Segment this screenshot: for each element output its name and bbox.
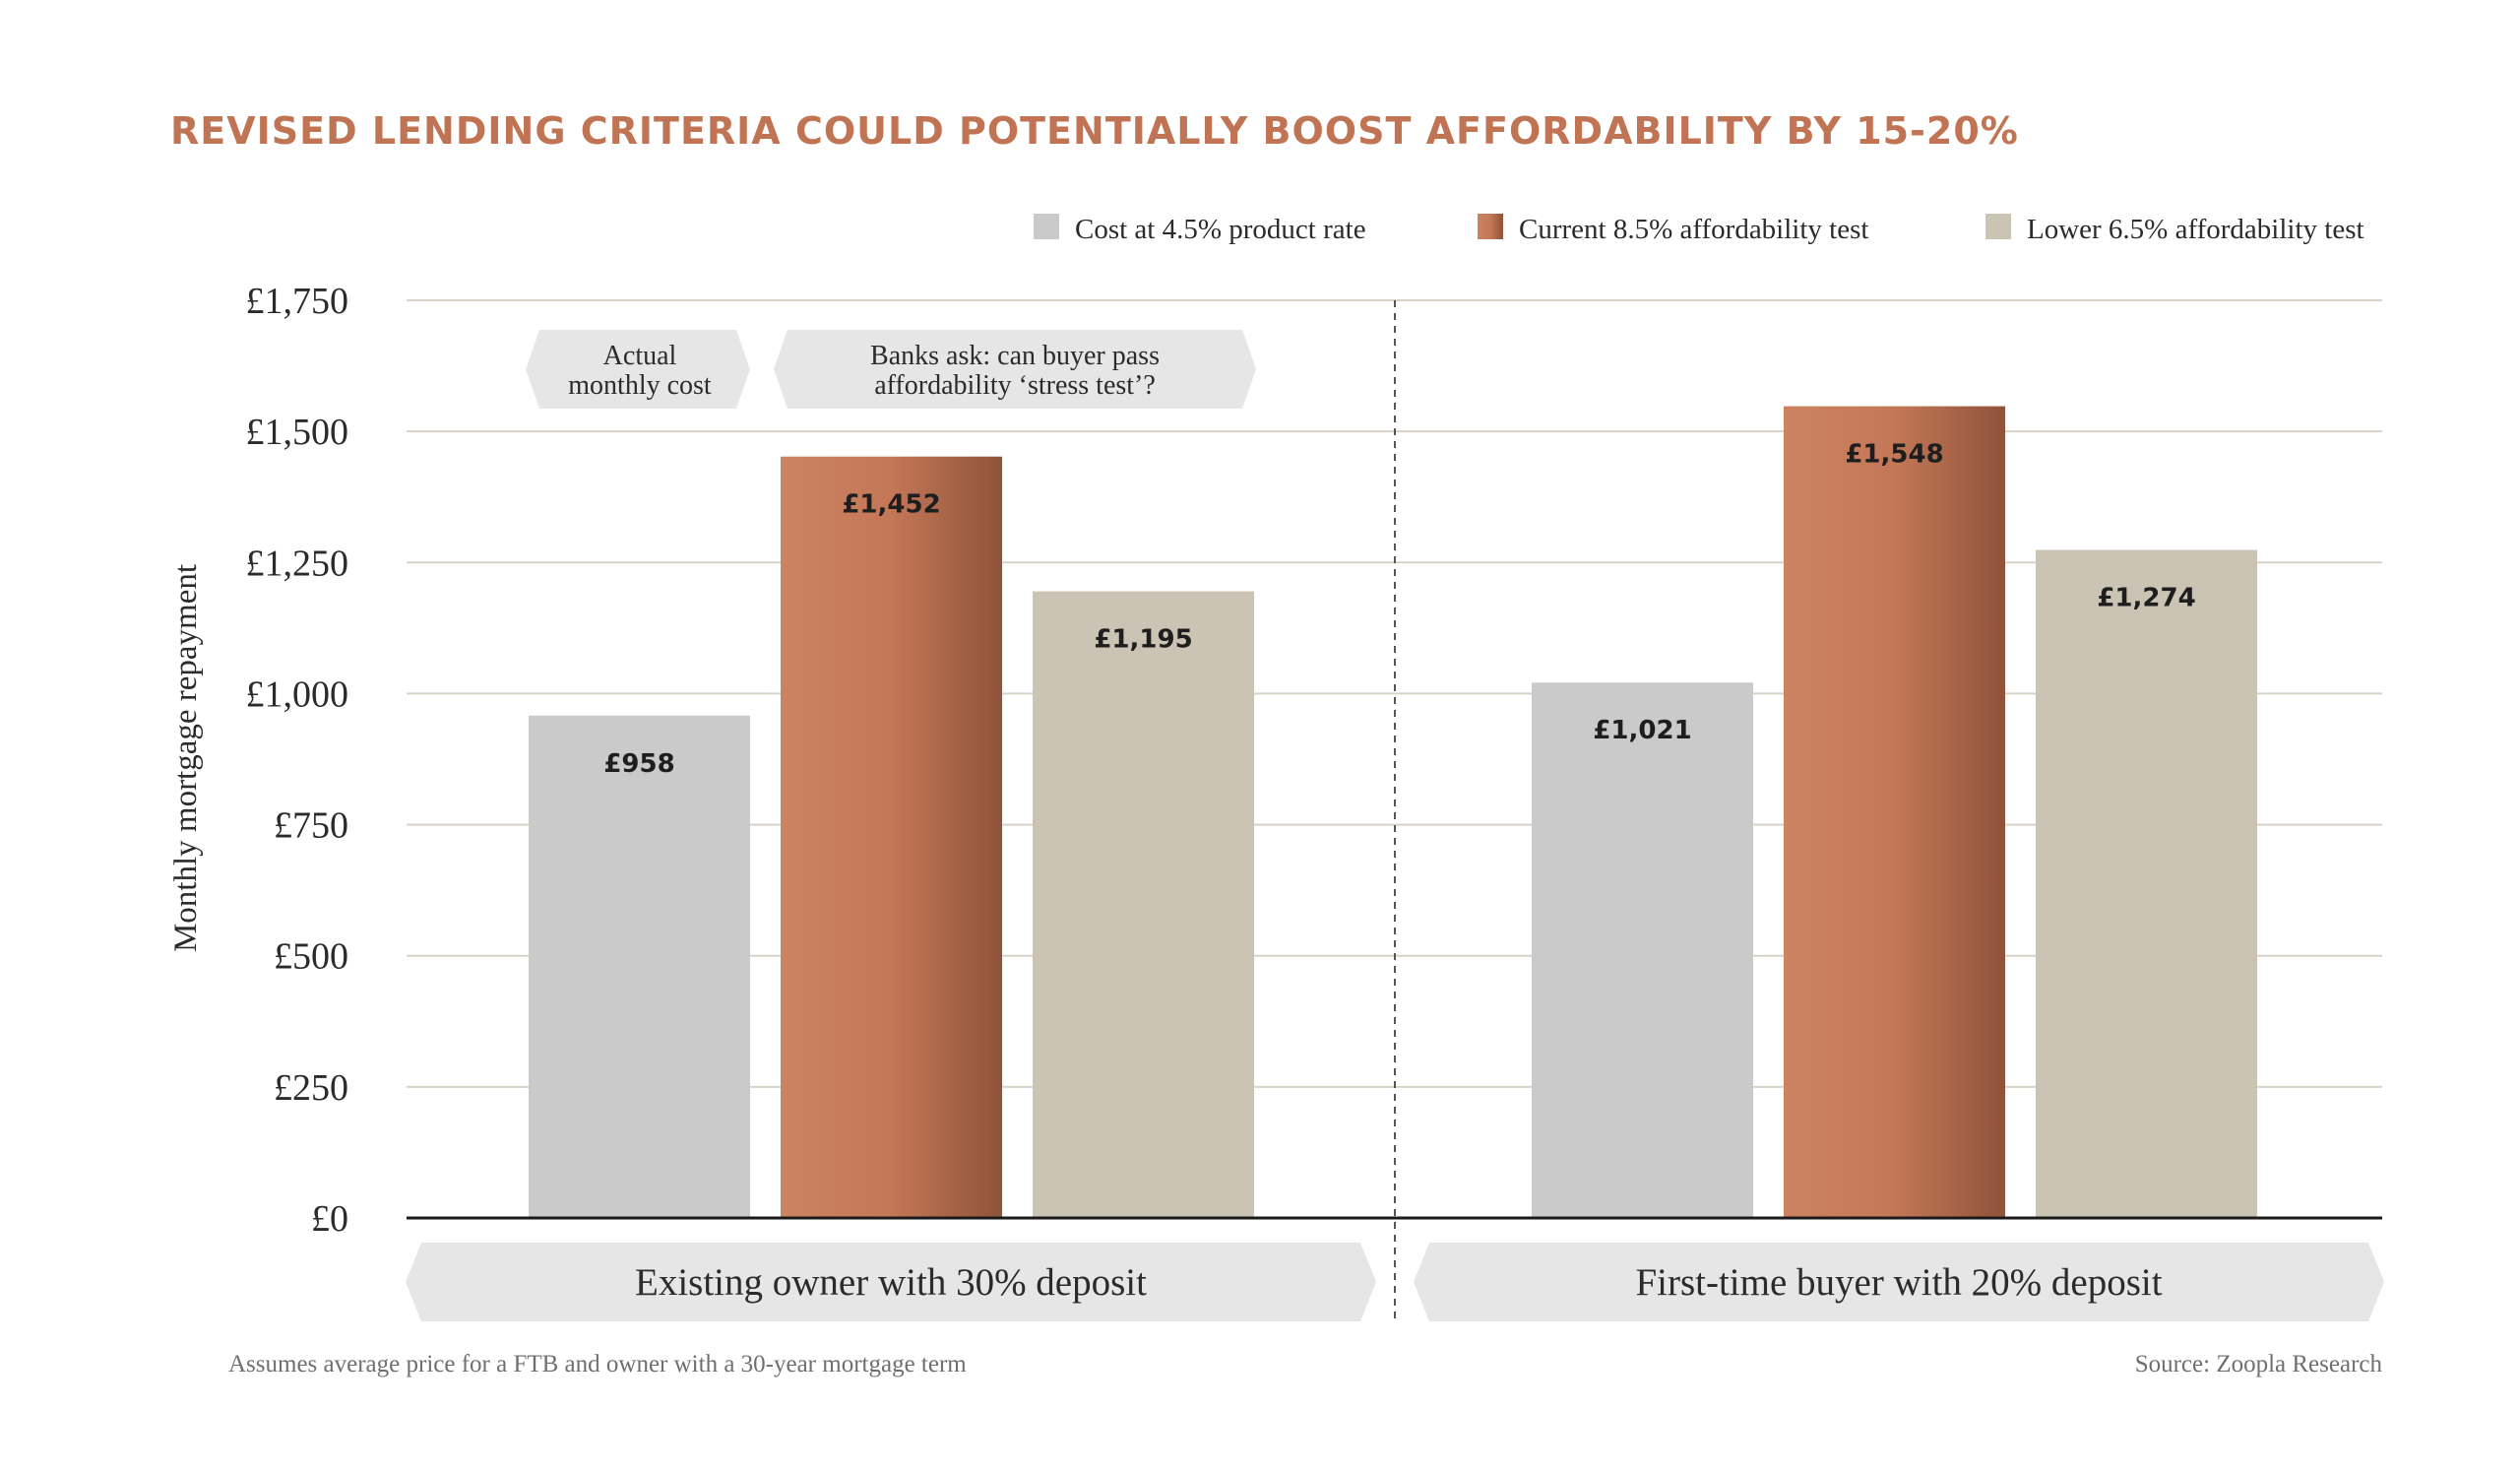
callout-stress-test-line2: affordability ‘stress test’? — [874, 370, 1156, 401]
bar-value-label: £1,021 — [1593, 716, 1691, 745]
y-tick-label: £500 — [274, 936, 348, 978]
bar-lower-existing-owner — [1033, 591, 1254, 1218]
callout-stress-test: Banks ask: can buyer pass affordability … — [774, 330, 1256, 409]
bar-value-label: £1,548 — [1845, 440, 1943, 470]
y-axis-ticks: £0 £250 £500 £750 £1,000 £1,250 £1,500 £1,750 — [246, 281, 349, 1240]
category-label-existing-owner: Existing owner with 30% deposit — [635, 1261, 1147, 1304]
bar-current-first-time-buyer — [1784, 406, 2005, 1218]
legend-swatch-cost — [1034, 214, 1059, 239]
callout-actual-cost-line2: monthly cost — [568, 370, 712, 401]
footnote: Assumes average price for a FTB and owne… — [228, 1351, 967, 1377]
y-tick-label: £750 — [274, 805, 348, 847]
callout-actual-cost: Actual monthly cost — [526, 330, 750, 409]
bar-cost-first-time-buyer — [1532, 682, 1753, 1218]
category-banner-existing-owner: Existing owner with 30% deposit — [406, 1243, 1376, 1321]
legend-swatch-lower — [1985, 214, 2011, 239]
legend: Cost at 4.5% product rate Current 8.5% a… — [1034, 214, 2364, 245]
source-note: Source: Zoopla Research — [2135, 1351, 2383, 1377]
y-tick-label: £1,750 — [246, 281, 349, 322]
category-banner-first-time-buyer: First-time buyer with 20% deposit — [1414, 1243, 2384, 1321]
bar-lower-first-time-buyer — [2036, 549, 2257, 1218]
legend-label-current: Current 8.5% affordability test — [1519, 214, 1868, 245]
bars — [529, 406, 2257, 1218]
y-axis-label: Monthly mortgage repayment — [168, 564, 204, 952]
y-tick-label: £1,000 — [246, 673, 349, 715]
bar-value-label: £1,195 — [1094, 625, 1192, 655]
bar-current-existing-owner — [781, 456, 1002, 1218]
y-tick-label: £0 — [311, 1198, 348, 1240]
callout-stress-test-shape — [774, 330, 1256, 409]
bar-value-label: £1,452 — [842, 490, 940, 520]
chart-title: REVISED LENDING CRITERIA COULD POTENTIAL… — [170, 109, 2019, 153]
y-tick-label: £1,250 — [246, 543, 349, 584]
callout-stress-test-line1: Banks ask: can buyer pass — [870, 341, 1160, 371]
category-banner-existing-owner-shape — [406, 1243, 1376, 1321]
bar-value-labels: £958 £1,452 £1,195 £1,021 £1,548 £1,274 — [603, 440, 2195, 779]
legend-label-lower: Lower 6.5% affordability test — [2027, 214, 2364, 245]
legend-swatch-current — [1478, 214, 1503, 239]
y-tick-label: £250 — [274, 1067, 348, 1109]
bar-value-label: £958 — [603, 749, 674, 779]
callout-actual-cost-line1: Actual — [603, 341, 677, 371]
bar-cost-existing-owner — [529, 715, 750, 1218]
bar-value-label: £1,274 — [2097, 584, 2195, 613]
y-tick-label: £1,500 — [246, 412, 349, 453]
category-banner-first-time-buyer-shape — [1414, 1243, 2384, 1321]
callout-actual-cost-shape — [526, 330, 750, 409]
category-label-first-time-buyer: First-time buyer with 20% deposit — [1635, 1261, 2162, 1304]
legend-label-cost: Cost at 4.5% product rate — [1075, 214, 1366, 245]
